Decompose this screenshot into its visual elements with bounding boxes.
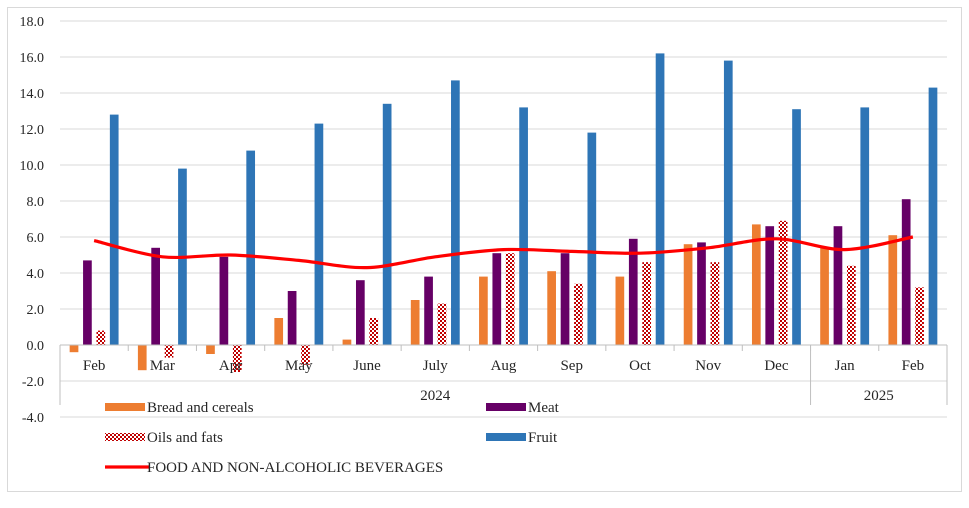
bar-bread-and-cereals-3 xyxy=(274,318,284,345)
y-tick-label: 4.0 xyxy=(27,267,45,282)
bar-meat-6 xyxy=(492,253,502,345)
bar-oils-and-fats-2 xyxy=(232,345,242,372)
legend-oils-and-fats-swatch xyxy=(105,433,145,441)
bar-meat-9 xyxy=(697,242,706,345)
x-tick-label: Sep xyxy=(560,358,583,374)
y-tick-label: 6.0 xyxy=(27,231,45,246)
legend-bread-and-cereals-label: Bread and cereals xyxy=(147,400,254,416)
x-tick-label: Nov xyxy=(695,358,721,374)
bar-bread-and-cereals-12 xyxy=(888,235,898,345)
y-tick-label: 0.0 xyxy=(27,339,45,354)
legend-meat-label: Meat xyxy=(528,400,560,416)
bar-fruit-10 xyxy=(792,109,801,345)
bar-oils-and-fats-9 xyxy=(710,262,720,345)
bar-meat-2 xyxy=(219,256,229,345)
bar-oils-and-fats-11 xyxy=(847,265,856,345)
bar-meat-12 xyxy=(901,199,911,345)
bar-meat-8 xyxy=(628,238,638,345)
bar-bread-and-cereals-5 xyxy=(410,300,420,345)
bar-fruit-0 xyxy=(109,114,119,345)
bar-bread-and-cereals-11 xyxy=(820,247,829,345)
bar-fruit-3 xyxy=(314,123,324,345)
line-food-and-non-alcoholic-beverages xyxy=(93,235,914,270)
year-group-label: 2024 xyxy=(420,388,451,404)
bar-bread-and-cereals-8 xyxy=(615,276,625,345)
legend-oils-and-fats-label: Oils and fats xyxy=(147,430,223,446)
bar-oils-and-fats-5 xyxy=(437,303,447,345)
bar-bread-and-cereals-9 xyxy=(683,244,693,345)
bar-meat-3 xyxy=(287,291,297,345)
x-axis: Feb Mar Apr May June July Aug Sep Oct Nov Dec Jan Fe… xyxy=(59,344,948,405)
x-tick-label: Dec xyxy=(764,358,788,374)
bar-bread-and-cereals-4 xyxy=(342,339,352,345)
bar-fruit-2 xyxy=(246,150,256,345)
legend-fruit-label: Fruit xyxy=(528,430,558,446)
x-tick-label: Oct xyxy=(629,358,651,374)
year-group-label: 2025 xyxy=(864,388,894,404)
bar-fruit-12 xyxy=(928,87,938,345)
bar-fruit-4 xyxy=(382,103,392,345)
y-tick-label: 8.0 xyxy=(27,195,45,210)
bar-meat-1 xyxy=(151,247,160,345)
x-tick-label: July xyxy=(423,358,449,374)
y-axis: 18.0 16.0 14.0 12.0 10.0 8.0 6.0 4.0 2.0 0.0 -2.0 -… xyxy=(20,15,45,426)
bar-bread-and-cereals-0 xyxy=(69,345,79,353)
bar-bread-and-cereals-7 xyxy=(547,271,556,345)
x-tick-label: Apr xyxy=(219,358,242,374)
y-tick-label: -4.0 xyxy=(22,411,44,426)
bar-meat-10 xyxy=(765,226,775,345)
bar-meat-7 xyxy=(560,253,570,345)
bar-meat-11 xyxy=(833,226,843,345)
x-tick-label: June xyxy=(353,358,381,374)
line-series xyxy=(93,235,914,270)
bar-fruit-7 xyxy=(587,132,597,345)
bar-bread-and-cereals-10 xyxy=(751,224,761,345)
y-tick-label: 10.0 xyxy=(20,159,45,174)
bar-meat-5 xyxy=(424,276,433,345)
bar-oils-and-fats-10 xyxy=(778,220,788,345)
bar-fruit-9 xyxy=(723,60,733,345)
bar-oils-and-fats-3 xyxy=(301,345,310,365)
legend: Bread and cereals Meat Oils and fats Fruit F… xyxy=(105,400,560,476)
bar-oils-and-fats-7 xyxy=(574,283,583,345)
bar-fruit-6 xyxy=(519,107,528,346)
bar-oils-and-fats-6 xyxy=(505,253,515,345)
bars xyxy=(69,53,938,372)
y-tick-label: -2.0 xyxy=(22,375,44,390)
legend-fruit-swatch xyxy=(486,433,526,441)
legend-bread-and-cereals-swatch xyxy=(105,403,145,411)
y-tick-label: 18.0 xyxy=(20,15,45,30)
legend-food-and-non-alcoholic-beverages-label: FOOD AND NON-ALCOHOLIC BEVERAGES xyxy=(147,460,443,476)
bar-oils-and-fats-12 xyxy=(915,287,924,345)
bar-bread-and-cereals-2 xyxy=(206,345,215,354)
y-tick-label: 16.0 xyxy=(20,51,45,66)
bar-meat-0 xyxy=(83,260,92,345)
y-tick-label: 14.0 xyxy=(20,87,45,102)
bar-fruit-8 xyxy=(655,53,665,346)
y-tick-label: 12.0 xyxy=(20,123,45,138)
bar-fruit-11 xyxy=(860,107,870,346)
bar-bread-and-cereals-6 xyxy=(479,276,488,345)
bar-oils-and-fats-4 xyxy=(369,318,379,345)
x-tick-label: Jan xyxy=(835,358,855,374)
bar-fruit-5 xyxy=(451,80,460,346)
bar-oils-and-fats-8 xyxy=(642,262,652,345)
x-tick-label: Aug xyxy=(491,358,517,374)
x-tick-label: May xyxy=(285,358,313,374)
bar-meat-4 xyxy=(355,280,365,345)
bar-oils-and-fats-0 xyxy=(96,330,106,345)
legend-meat-swatch xyxy=(486,403,526,411)
x-tick-label: Feb xyxy=(902,358,925,374)
y-tick-label: 2.0 xyxy=(27,303,45,318)
x-tick-label: Mar xyxy=(150,358,175,374)
bar-oils-and-fats-1 xyxy=(164,345,174,358)
bar-bread-and-cereals-1 xyxy=(137,345,147,371)
x-tick-label: Feb xyxy=(83,358,106,374)
